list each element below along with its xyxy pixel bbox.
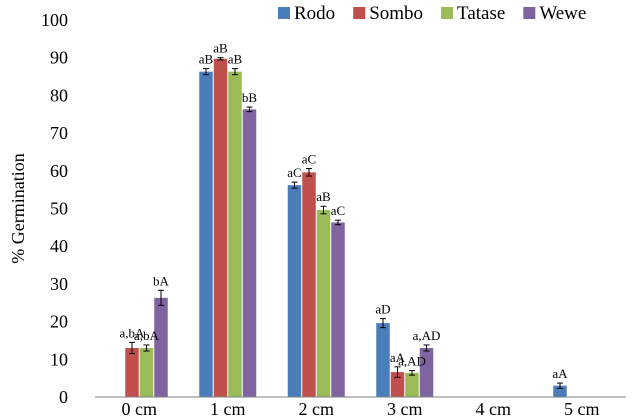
y-tick-label: 90: [50, 48, 68, 68]
y-tick-label: 100: [41, 10, 68, 30]
bar: [316, 210, 331, 397]
bar-annotation: aB: [228, 52, 243, 67]
bar: [405, 372, 419, 397]
bar-annotation: bB: [242, 90, 258, 105]
legend-label: Tatase: [457, 3, 505, 24]
bars-group: [125, 58, 567, 398]
x-tick-label: 1 cm: [210, 399, 246, 418]
y-tick-label: 20: [50, 312, 68, 332]
bar: [228, 71, 242, 398]
y-tick-label: 60: [50, 161, 68, 181]
bar-annotation: aB: [199, 52, 214, 67]
bar: [390, 372, 405, 397]
bar: [199, 71, 213, 398]
bar: [242, 109, 257, 397]
bar-annotation: aD: [375, 302, 390, 317]
y-tick-label: 80: [50, 85, 68, 105]
bar-annotation: aA: [390, 350, 406, 365]
bar: [376, 323, 390, 397]
y-tick-labels: 0 10 20 30 40 50 60 70 80 90 100: [41, 10, 68, 407]
bar-annotation: a,AD: [413, 328, 441, 343]
error-bars-group: [129, 57, 563, 389]
x-tick-label: 5 cm: [564, 399, 600, 418]
x-tick-label: 3 cm: [387, 399, 423, 418]
bar-annotation: aB: [213, 41, 228, 56]
legend-swatch: [353, 7, 366, 19]
bar-annotation: aC: [331, 203, 345, 218]
bar-annotation: bA: [153, 273, 170, 288]
bar-annotation: a,bA: [134, 328, 160, 343]
legend: Rodo Sombo Tatase Wewe: [278, 3, 586, 24]
bar: [331, 222, 345, 397]
legend-swatch: [523, 7, 536, 19]
bar: [154, 297, 168, 397]
x-tick-labels: 0 cm 1 cm 2 cm 3 cm 4 cm 5 cm: [122, 399, 600, 418]
y-tick-label: 70: [50, 123, 68, 143]
x-tick-label: 4 cm: [476, 399, 512, 418]
y-tick-label: 10: [50, 349, 68, 369]
legend-swatch: [278, 7, 290, 19]
bar: [419, 347, 434, 397]
bar-annotation: aC: [302, 152, 316, 167]
y-tick-label: 0: [59, 387, 68, 407]
bar-annotation: a,bA: [120, 325, 146, 340]
bar: [213, 58, 228, 398]
y-tick-label: 40: [50, 236, 68, 256]
bar: [553, 385, 567, 397]
bar: [302, 172, 316, 397]
bar-annotation: aB: [316, 189, 331, 204]
legend-swatch: [441, 7, 454, 19]
x-tick-label: 2 cm: [299, 399, 335, 418]
bar: [139, 347, 154, 397]
legend-label: Rodo: [294, 3, 335, 24]
y-tick-label: 50: [50, 199, 68, 219]
x-tick-label: 0 cm: [122, 399, 158, 418]
bar-annotation: a,AD: [398, 354, 426, 369]
legend-label: Sombo: [369, 3, 423, 24]
bar: [125, 347, 139, 397]
y-tick-label: 30: [50, 274, 68, 294]
bar: [287, 185, 302, 397]
bar-annotation: aA: [552, 366, 568, 381]
legend-label: Wewe: [539, 3, 586, 24]
y-axis-label: % Germination: [8, 153, 28, 263]
bar-annotation: aC: [287, 165, 301, 180]
